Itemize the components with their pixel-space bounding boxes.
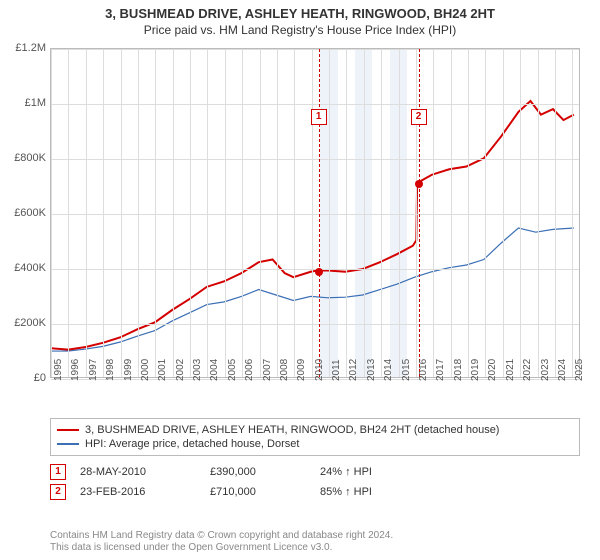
title-line2: Price paid vs. HM Land Registry's House … — [0, 23, 600, 37]
x-tick-label: 2004 — [209, 359, 220, 381]
legend-swatch-hpi — [57, 443, 79, 445]
x-tick-label: 2020 — [487, 359, 498, 381]
x-tick-label: 2013 — [366, 359, 377, 381]
y-tick-label: £800K — [0, 152, 46, 164]
event-box-2: 2 — [50, 484, 66, 500]
x-tick-label: 2005 — [227, 359, 238, 381]
x-tick-label: 2017 — [435, 359, 446, 381]
x-tick-label: 2000 — [140, 359, 151, 381]
event-delta-2: 85% ↑ HPI — [320, 486, 372, 498]
x-tick-label: 2012 — [348, 359, 359, 381]
event-row-2: 2 23-FEB-2016 £710,000 85% ↑ HPI — [50, 482, 372, 502]
legend-swatch-property — [57, 429, 79, 431]
events-table: 1 28-MAY-2010 £390,000 24% ↑ HPI 2 23-FE… — [50, 462, 372, 502]
x-tick-label: 1997 — [88, 359, 99, 381]
x-tick-label: 2019 — [470, 359, 481, 381]
x-tick-label: 2006 — [244, 359, 255, 381]
legend-label-hpi: HPI: Average price, detached house, Dors… — [85, 437, 299, 451]
x-tick-label: 1998 — [105, 359, 116, 381]
x-tick-label: 2007 — [262, 359, 273, 381]
x-tick-label: 2014 — [383, 359, 394, 381]
y-tick-label: £1M — [0, 97, 46, 109]
x-tick-label: 1996 — [70, 359, 81, 381]
x-tick-label: 2009 — [296, 359, 307, 381]
x-tick-label: 2003 — [192, 359, 203, 381]
y-tick-label: £1.2M — [0, 42, 46, 54]
x-tick-label: 2018 — [453, 359, 464, 381]
legend-label-property: 3, BUSHMEAD DRIVE, ASHLEY HEATH, RINGWOO… — [85, 423, 499, 437]
event-marker: 1 — [311, 109, 327, 125]
series-svg — [51, 49, 579, 377]
x-tick-label: 2024 — [557, 359, 568, 381]
x-tick-label: 2022 — [522, 359, 533, 381]
x-tick-label: 2025 — [574, 359, 585, 381]
y-tick-label: £0 — [0, 372, 46, 384]
plot-canvas: 12 — [50, 48, 580, 378]
x-tick-label: 2010 — [314, 359, 325, 381]
event-delta-1: 24% ↑ HPI — [320, 466, 372, 478]
x-tick-label: 2021 — [505, 359, 516, 381]
legend-row-property: 3, BUSHMEAD DRIVE, ASHLEY HEATH, RINGWOO… — [57, 423, 573, 437]
sale-point — [415, 180, 423, 188]
event-price-1: £390,000 — [210, 466, 320, 478]
legend: 3, BUSHMEAD DRIVE, ASHLEY HEATH, RINGWOO… — [50, 418, 580, 456]
footer-line2: This data is licensed under the Open Gov… — [50, 542, 393, 554]
event-date-2: 23-FEB-2016 — [80, 486, 210, 498]
sale-point — [315, 268, 323, 276]
title-line1: 3, BUSHMEAD DRIVE, ASHLEY HEATH, RINGWOO… — [0, 6, 600, 21]
legend-row-hpi: HPI: Average price, detached house, Dors… — [57, 437, 573, 451]
y-tick-label: £600K — [0, 207, 46, 219]
event-marker: 2 — [411, 109, 427, 125]
event-price-2: £710,000 — [210, 486, 320, 498]
x-tick-label: 2016 — [418, 359, 429, 381]
plot-area: 12 £0£200K£400K£600K£800K£1M£1.2M1995199… — [50, 48, 580, 378]
x-tick-label: 2008 — [279, 359, 290, 381]
x-tick-label: 1995 — [53, 359, 64, 381]
footer: Contains HM Land Registry data © Crown c… — [50, 530, 393, 554]
x-tick-label: 1999 — [123, 359, 134, 381]
x-tick-label: 2011 — [331, 359, 342, 381]
title-block: 3, BUSHMEAD DRIVE, ASHLEY HEATH, RINGWOO… — [0, 0, 600, 37]
footer-line1: Contains HM Land Registry data © Crown c… — [50, 530, 393, 542]
x-tick-label: 2002 — [175, 359, 186, 381]
chart-container: 3, BUSHMEAD DRIVE, ASHLEY HEATH, RINGWOO… — [0, 0, 600, 560]
event-row-1: 1 28-MAY-2010 £390,000 24% ↑ HPI — [50, 462, 372, 482]
event-date-1: 28-MAY-2010 — [80, 466, 210, 478]
y-tick-label: £200K — [0, 317, 46, 329]
x-tick-label: 2023 — [540, 359, 551, 381]
x-tick-label: 2015 — [401, 359, 412, 381]
event-box-1: 1 — [50, 464, 66, 480]
x-tick-label: 2001 — [157, 359, 168, 381]
y-tick-label: £400K — [0, 262, 46, 274]
